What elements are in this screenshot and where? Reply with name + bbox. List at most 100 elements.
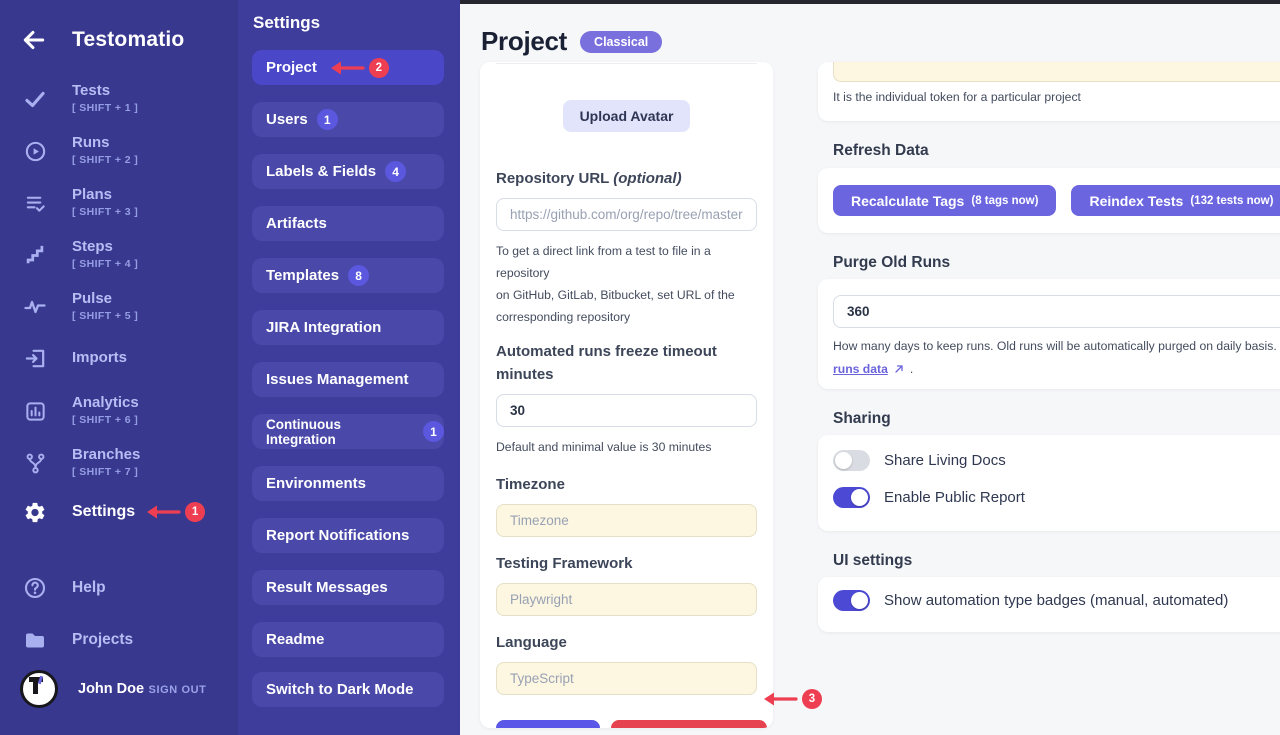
- recalculate-tags-button[interactable]: Recalculate Tags (8 tags now): [833, 185, 1057, 216]
- settings-nav-label: Users: [266, 111, 308, 128]
- settings-nav-label: Environments: [266, 475, 367, 492]
- shortcut-hint: [ SHIFT + 3 ]: [72, 206, 139, 218]
- settings-nav-labels-fields[interactable]: Labels & Fields 4: [252, 154, 444, 189]
- button-label: Reindex Tests: [1089, 192, 1184, 209]
- top-strip: [460, 0, 1280, 4]
- settings-nav-label: Project: [266, 59, 317, 76]
- reindex-tests-button[interactable]: Reindex Tests (132 tests now): [1071, 185, 1280, 216]
- folder-icon: [23, 628, 47, 652]
- settings-nav-users[interactable]: Users 1: [252, 102, 444, 137]
- settings-nav-label: Readme: [266, 631, 325, 648]
- sidebar-item-label: Plans: [72, 186, 113, 203]
- button-label: Recalculate Tags: [851, 192, 965, 209]
- shortcut-hint: [ SHIFT + 4 ]: [72, 258, 139, 270]
- refresh-data-card: Recalculate Tags (8 tags now) Reindex Te…: [818, 168, 1280, 233]
- brand-logo[interactable]: Testomatio: [72, 28, 185, 51]
- purge-old-runs-heading: Purge Old Runs: [833, 254, 951, 271]
- token-input-cropped[interactable]: [833, 62, 1280, 82]
- purge-help-text: How many days to keep runs. Old runs wil…: [833, 339, 1280, 353]
- testing-framework-input[interactable]: [496, 583, 757, 616]
- settings-nav-report-notifications[interactable]: Report Notifications: [252, 518, 444, 553]
- settings-nav-label: Continuous Integration: [266, 416, 341, 447]
- list-check-icon: [23, 191, 47, 215]
- language-input[interactable]: [496, 662, 757, 695]
- punctuation: .: [909, 362, 914, 376]
- sidebar-item-branches[interactable]: Branches [ SHIFT + 7 ]: [0, 446, 238, 480]
- sidebar-item-help[interactable]: Help: [0, 576, 238, 600]
- sidebar-item-label: Pulse: [72, 290, 113, 307]
- sidebar-item-runs[interactable]: Runs [ SHIFT + 2 ]: [0, 134, 238, 168]
- sidebar-item-steps[interactable]: Steps [ SHIFT + 4 ]: [0, 238, 238, 272]
- freeze-timeout-label: Automated runs freeze timeout minutes: [496, 343, 717, 383]
- count-badge: 4: [385, 161, 407, 182]
- shortcut-hint: [ SHIFT + 6 ]: [72, 414, 139, 426]
- language-label: Language: [496, 634, 567, 651]
- avatar: [20, 670, 58, 708]
- import-icon: [23, 346, 47, 370]
- annotation-arrow-3: 3: [762, 689, 822, 709]
- sidebar-item-plans[interactable]: Plans [ SHIFT + 3 ]: [0, 186, 238, 220]
- sidebar-item-projects[interactable]: Projects: [0, 628, 238, 652]
- timezone-input[interactable]: [496, 504, 757, 537]
- sidebar-item-label: Branches: [72, 446, 141, 463]
- sign-out-link[interactable]: SIGN OUT: [148, 684, 207, 696]
- upload-avatar-button[interactable]: Upload Avatar: [562, 100, 691, 132]
- sidebar-item-label: Imports: [72, 349, 128, 366]
- sidebar-item-label: Tests: [72, 82, 111, 99]
- sidebar-item-analytics[interactable]: Analytics [ SHIFT + 6 ]: [0, 394, 238, 428]
- freeze-timeout-input[interactable]: [496, 394, 757, 427]
- settings-nav-label: Result Messages: [266, 579, 388, 596]
- label-text: Repository URL: [496, 170, 614, 187]
- settings-nav-ci[interactable]: Continuous Integration 1: [252, 414, 444, 449]
- sidebar-item-tests[interactable]: Tests [ SHIFT + 1 ]: [0, 82, 238, 116]
- sidebar-item-pulse[interactable]: Pulse [ SHIFT + 5 ]: [0, 290, 238, 324]
- sidebar-item-label: Analytics: [72, 394, 139, 411]
- shortcut-hint: [ SHIFT + 1 ]: [72, 102, 139, 114]
- runs-data-link[interactable]: runs data: [833, 362, 888, 376]
- settings-nav-result-messages[interactable]: Result Messages: [252, 570, 444, 605]
- settings-nav-project[interactable]: Project 2: [252, 50, 444, 85]
- settings-nav-label: Issues Management: [266, 371, 409, 388]
- update-button[interactable]: Update: [496, 720, 601, 728]
- sidebar-item-label: Help: [72, 579, 106, 596]
- sidebar-item-label: Settings: [72, 503, 136, 520]
- user-account[interactable]: John Doe SIGN OUT: [0, 670, 238, 708]
- question-circle-icon: [23, 576, 47, 600]
- administration-button[interactable]: Administration: [611, 720, 768, 728]
- settings-nav-label: JIRA Integration: [266, 319, 382, 336]
- toggle-label: Share Living Docs: [884, 452, 1006, 469]
- button-suffix: (8 tags now): [971, 194, 1039, 207]
- enable-public-report-toggle[interactable]: [833, 487, 870, 508]
- sidebar-item-label: Runs: [72, 134, 110, 151]
- annotation-badge: 3: [802, 689, 822, 709]
- settings-nav-label: Labels & Fields: [266, 163, 377, 180]
- cropped-field-edge: [496, 63, 757, 64]
- play-circle-icon: [23, 139, 47, 163]
- sharing-heading: Sharing: [833, 410, 891, 427]
- share-living-docs-toggle[interactable]: [833, 450, 870, 471]
- repository-url-input[interactable]: [496, 198, 757, 231]
- annotation-badge: 2: [368, 57, 389, 78]
- primary-sidebar: Testomatio Tests [ SHIFT + 1 ] Runs [ SH…: [0, 0, 238, 735]
- user-name: John Doe: [78, 681, 145, 697]
- sidebar-item-label: Projects: [72, 631, 134, 648]
- settings-nav-readme[interactable]: Readme: [252, 622, 444, 657]
- sidebar-item-imports[interactable]: Imports: [0, 346, 238, 370]
- settings-nav-dark-mode[interactable]: Switch to Dark Mode: [252, 672, 444, 707]
- purge-days-input[interactable]: [833, 295, 1280, 328]
- automation-badges-toggle[interactable]: [833, 590, 870, 611]
- settings-nav-issues[interactable]: Issues Management: [252, 362, 444, 397]
- repository-url-help: To get a direct link from a test to file…: [496, 244, 735, 324]
- settings-nav-label: Artifacts: [266, 215, 327, 232]
- settings-nav-artifacts[interactable]: Artifacts: [252, 206, 444, 241]
- settings-nav-jira[interactable]: JIRA Integration: [252, 310, 444, 345]
- sidebar-item-settings[interactable]: Settings 1: [0, 500, 238, 524]
- plan-badge: Classical: [580, 30, 663, 53]
- count-badge: 8: [348, 265, 370, 286]
- settings-nav-templates[interactable]: Templates 8: [252, 258, 444, 293]
- settings-nav-title: Settings: [253, 13, 321, 32]
- annotation-arrow-1: 1: [145, 502, 206, 522]
- arrow-left-icon[interactable]: [20, 26, 48, 54]
- settings-nav-environments[interactable]: Environments: [252, 466, 444, 501]
- main-content: Project Classical Upload Avatar Reposito…: [460, 0, 1280, 735]
